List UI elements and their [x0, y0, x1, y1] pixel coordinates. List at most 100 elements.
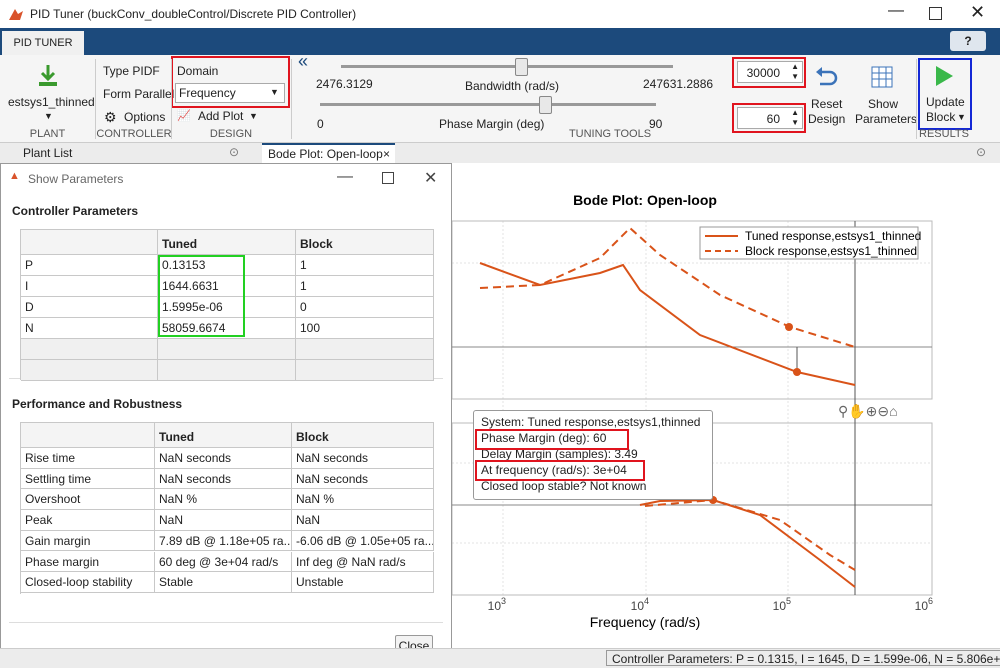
minimize[interactable]: —	[888, 2, 904, 19]
plot-toolbar[interactable]: ⚲✋⊕⊖⌂	[838, 403, 898, 419]
table-cell: 1	[296, 276, 434, 297]
show-button-line2[interactable]: Parameters	[855, 112, 918, 126]
table-cell: NaN %	[292, 489, 434, 511]
section-label: DESIGN	[209, 128, 253, 140]
section-label: PLANT	[29, 128, 66, 140]
highlight-phase	[732, 103, 806, 133]
phase-thumb[interactable]	[539, 96, 552, 114]
type-label[interactable]: Type PIDF	[103, 64, 160, 78]
table-cell: Phase margin	[21, 551, 155, 573]
dialog-title-bar: ▲ Show Parameters — ✕	[1, 164, 451, 192]
separator	[9, 622, 443, 623]
table-cell: Unstable	[292, 572, 434, 593]
panel-header-row: Plant List ⊙ Bode Plot: Open-loop × ⊙	[0, 143, 1000, 164]
options-icon: ⚙	[104, 109, 117, 125]
domain-dropdown[interactable]: Frequency ▼	[175, 83, 285, 103]
table-cell: 58059.6674	[158, 318, 296, 339]
options-button[interactable]: Options	[124, 110, 166, 124]
table-cell: NaN seconds	[155, 468, 292, 490]
divider	[916, 59, 917, 139]
update-button-line2[interactable]: Block	[926, 110, 956, 124]
spin-arrows[interactable]: ▲ ▼	[791, 62, 799, 81]
window-title: PID Tuner (buckConv_doubleControl/Discre…	[30, 7, 357, 21]
dialog-close[interactable]: ✕	[424, 170, 438, 187]
tuned-magnitude	[479, 262, 856, 386]
section-title: Controller Parameters	[12, 204, 139, 218]
header-cell: Block	[292, 423, 434, 448]
reset-icon	[816, 67, 838, 86]
header-cell: Tuned	[158, 230, 296, 255]
bandwidth-spinbox[interactable]: 30000 ▲ ▼	[737, 61, 803, 83]
plant-list-title: Plant List	[23, 146, 73, 160]
highlight-bandwidth	[732, 57, 806, 88]
table-cell: Overshoot	[21, 489, 155, 511]
x-axis-label: Frequency (rad/s)	[590, 614, 700, 630]
maximize[interactable]	[929, 7, 942, 20]
table-cell: NaN	[155, 510, 292, 531]
highlight-frequency	[475, 460, 645, 481]
update-arrow[interactable]: ▼	[957, 112, 966, 122]
marker-point	[793, 368, 801, 376]
table-cell	[21, 339, 158, 360]
reset-button-line2[interactable]: Design	[808, 112, 846, 126]
close-window[interactable]: ✕	[970, 2, 986, 22]
table-cell	[158, 360, 296, 381]
reset-button-line1[interactable]: Reset	[811, 97, 843, 111]
status-text: Controller Parameters: P = 0.1315, I = 1…	[606, 650, 1000, 666]
table-cell	[296, 339, 434, 360]
app-icon	[9, 9, 23, 20]
bandwidth-label: Bandwidth (rad/s)	[465, 79, 560, 93]
x-tick-label: 10	[915, 599, 929, 613]
table-cell: 1	[296, 255, 434, 276]
bandwidth-max: 247631.2886	[643, 77, 714, 91]
table-cell: P	[21, 255, 158, 276]
update-button-line1[interactable]: Update	[926, 95, 965, 109]
dialog-icon: ▲	[9, 170, 20, 182]
table-cell: Gain margin	[21, 530, 155, 552]
bandwidth-thumb[interactable]	[515, 58, 528, 76]
phase-value: 60	[766, 112, 780, 126]
plant-name[interactable]: estsys1_thinned	[8, 95, 95, 109]
x-tick-label: 10	[488, 599, 502, 613]
help-button[interactable]: ?	[950, 31, 986, 51]
spin-arrows[interactable]: ▲ ▼	[791, 108, 799, 127]
panel-options[interactable]: ⊙	[229, 145, 240, 159]
phase-max: 90	[649, 117, 663, 131]
table-cell: Inf deg @ NaN rad/s	[292, 551, 434, 573]
table-cell	[158, 339, 296, 360]
toolstrip-tab[interactable]: PID TUNER	[2, 31, 84, 55]
show-button-line1[interactable]: Show	[868, 97, 899, 111]
table-cell: N	[21, 318, 158, 339]
collapse-button[interactable]: «	[298, 51, 309, 71]
header-cell: Tuned	[155, 423, 292, 448]
table-cell: 1644.6631	[158, 276, 296, 297]
table-cell: 100	[296, 318, 434, 339]
bandwidth-value: 30000	[746, 66, 780, 80]
plant-dropdown[interactable]: ▼	[44, 111, 53, 121]
table-cell: NaN seconds	[292, 448, 434, 469]
dialog-maximize[interactable]	[382, 172, 394, 184]
dialog-minimize[interactable]: —	[337, 168, 353, 185]
phase-spinbox[interactable]: 60 ▲ ▼	[737, 107, 803, 129]
block-magnitude	[479, 226, 856, 348]
x-tick-label: 10	[773, 599, 787, 613]
show-parameters-dialog: ▲ Show Parameters — ✕ Controller Paramet…	[0, 163, 452, 667]
x-tick-exponent: 5	[786, 596, 791, 606]
plot-tab-close[interactable]: ×	[383, 147, 391, 161]
header-cell: Block	[296, 230, 434, 255]
dialog-title: Show Parameters	[28, 172, 124, 186]
performance-table: Tuned Block Rise time NaN seconds NaN second…	[20, 422, 434, 594]
section-label: TUNING TOOLS	[568, 128, 652, 140]
panel-options[interactable]: ⊙	[976, 145, 987, 159]
table-cell: NaN seconds	[292, 468, 434, 490]
add-plot-button[interactable]: Add Plot	[198, 109, 244, 123]
show-params-icon	[871, 66, 893, 88]
plot-tab[interactable]: Bode Plot: Open-loop ×	[262, 143, 395, 163]
form-label[interactable]: Form Parallel	[103, 87, 175, 101]
controller-table: Tuned Block P 0.13153 1 I 1644.6631 1 D 1.5995e-0…	[20, 229, 434, 381]
bode-plot: Bode Plot: Open-loop Tuned response,ests…	[440, 163, 1000, 648]
table-cell: NaN	[292, 510, 434, 531]
add-plot-arrow[interactable]: ▼	[249, 111, 258, 121]
highlight-domain	[171, 56, 290, 108]
highlight-phase-margin	[475, 429, 629, 450]
